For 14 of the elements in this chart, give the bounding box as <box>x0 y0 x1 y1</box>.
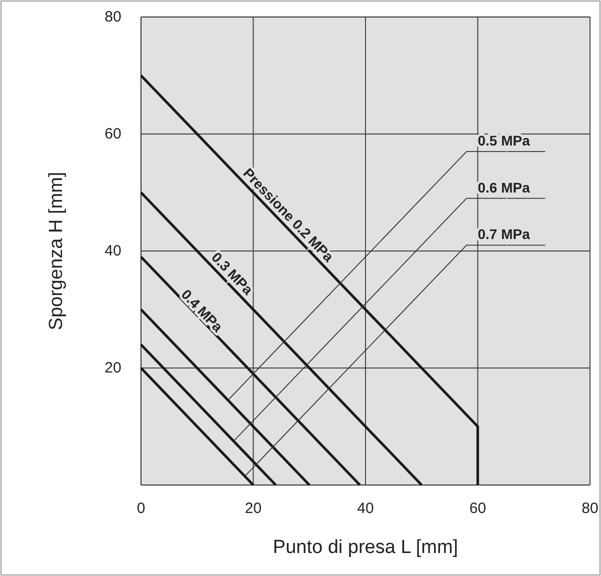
y-tick-label: 40 <box>104 242 122 260</box>
text: 0.5 MPa <box>478 132 530 149</box>
x-tick-label: 40 <box>357 500 374 517</box>
x-tick-label: 80 <box>582 500 598 517</box>
x-tick-label: 20 <box>244 500 262 517</box>
text: 0.7 MPa <box>478 226 530 242</box>
y-tick-label: 20 <box>104 360 122 376</box>
y-axis-title: Sporgenza H [mm] <box>46 172 67 330</box>
x-axis-title: Punto di presa L [mm] <box>272 537 458 558</box>
x-tick-label: 60 <box>469 500 486 517</box>
y-tick-label: 80 <box>104 8 122 26</box>
y-tick-label: 60 <box>104 126 122 142</box>
text: 0.6 MPa <box>478 179 530 196</box>
x-tick-label: 0 <box>136 500 146 517</box>
